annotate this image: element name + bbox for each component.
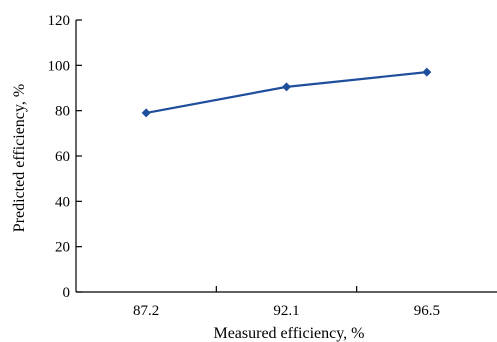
y-axis-title: Predicted efficiency, %: [11, 84, 28, 232]
y-tick-label: 20: [55, 240, 70, 256]
y-tick-label: 100: [48, 58, 71, 74]
y-tick-label: 0: [63, 285, 71, 301]
x-axis: 87.2 92.1 96.5: [76, 286, 497, 319]
data-point-marker: [141, 108, 151, 118]
x-tick-label: 87.2: [133, 303, 159, 319]
y-tick-label: 40: [55, 194, 70, 210]
series-line: [145, 71, 427, 115]
y-tick-label: 120: [48, 13, 71, 29]
y-tick-label: 60: [55, 149, 70, 165]
series-layer: [141, 67, 432, 118]
x-axis-title: Measured efficiency, %: [213, 325, 364, 342]
y-axis: 0 20 40 60 80 100 120: [48, 13, 82, 301]
data-point-marker: [282, 82, 291, 92]
x-tick-label: 92.1: [273, 303, 299, 319]
x-tick-label: 96.5: [414, 303, 440, 319]
y-tick-label: 80: [55, 104, 70, 120]
data-point-marker: [422, 67, 432, 77]
